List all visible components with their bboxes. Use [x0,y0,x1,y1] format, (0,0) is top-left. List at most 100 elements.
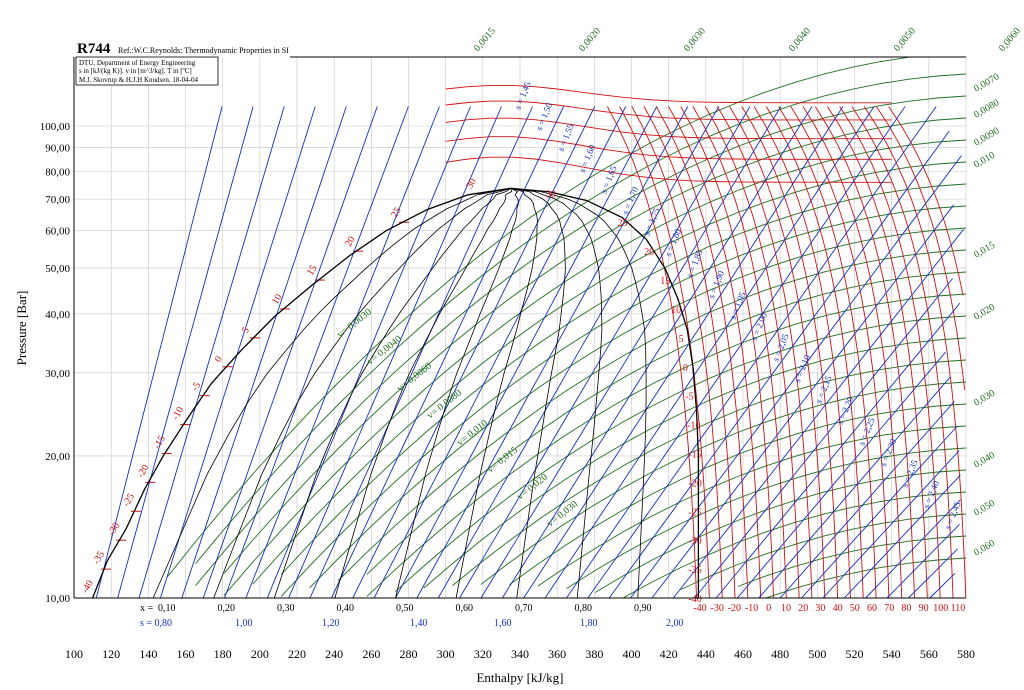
temperature-label: 70 [884,603,894,614]
isentrope-line [437,106,720,599]
isochore-line [480,381,967,585]
temperature-label: 20 [798,603,808,614]
chart-header: R744 Ref.:W.C.Reynolds: Thermodynamic Pr… [75,41,289,86]
x-tick-label: 520 [846,647,864,661]
isotherm-line [631,106,723,599]
header-info-line: DTU, Department of Energy Engineering [79,59,196,67]
isentrope-line [566,106,906,599]
isentrope-line [395,106,658,599]
isochore-line [337,249,967,581]
isochore-line [394,315,967,592]
y-tick-label: 100,00 [40,121,71,133]
temperature-label: 50 [850,603,860,614]
isochore-line [623,491,967,598]
quality-prefix: x = [140,603,154,614]
isentrope-line [715,302,961,599]
saturation-dome [91,187,700,599]
isotherm-line [680,106,774,599]
isentrope-line [801,425,958,599]
isotherm-label: -40 [688,594,701,605]
isentrope-lines [95,106,964,599]
x-tick-label: 340 [511,647,529,661]
isochore-line [594,469,967,593]
isotherm-label: -30 [688,536,701,547]
isotherm-label: 0 [213,354,225,364]
isotherm-line [643,106,736,599]
entropy-label: s = 0,80 [140,618,172,629]
isentrope-line [929,573,956,599]
x-tick-label: 200 [251,647,269,661]
isochore-line [423,337,967,589]
isentrope-line [138,106,285,599]
quality-line [510,187,603,599]
y-tick-label: 80,00 [45,167,70,179]
header-info-line: s in [kJ/(kg K)]. v in [m^3/kg]. T in [º… [79,67,192,75]
isochore-line [766,557,967,599]
isotherm-label: 15 [660,276,670,287]
x-tick-label: 380 [585,647,603,661]
isentrope-line [245,106,440,599]
isentrope-line [416,106,689,599]
quality-label: 0,10 [158,603,176,614]
quality-axis-labels: x = 0,10 0,20 0,30 0,40 0,50 0,60 0,70 0,80 0,90 [140,603,652,614]
isotherm-label: 25 [618,218,628,229]
entropy-label: 1,40 [410,618,428,629]
isotherm-line [445,100,892,121]
isotherm-label: -25 [688,507,701,518]
isochore-line [566,447,967,589]
isentrope-line [181,106,347,599]
temperature-label: -40 [693,603,706,614]
quality-label: 0,60 [456,603,474,614]
isentrope-line [501,106,813,599]
isotherm-label: 5 [240,326,252,336]
x-tick-label: 120 [102,647,120,661]
quality-label: 0,80 [575,603,593,614]
x-tick-label: 540 [883,647,901,661]
isotherm-line [876,106,966,391]
x-tick-label: 440 [697,647,715,661]
temperature-label: 80 [901,603,911,614]
isotherm-label: -20 [688,478,701,489]
y-tick-label: 20,00 [45,451,70,463]
isentrope-line [330,106,565,599]
y-tick-label: 50,00 [45,263,70,275]
isotherm-label: -10 [687,421,700,432]
x-tick-label: 320 [474,647,492,661]
temperature-label: 110 [951,603,966,614]
isotherm-label: 10 [270,292,285,306]
x-tick-label: 360 [548,647,566,661]
x-tick-label: 260 [362,647,380,661]
isotherm-label: 30 [546,189,556,200]
isotherm-label: 15 [305,263,320,277]
temperature-label: -30 [711,603,724,614]
temperature-label: -20 [728,603,741,614]
quality-line [510,187,566,599]
isochore-line [452,359,967,586]
y-tick-label: 90,00 [45,143,70,155]
isotherm-line [802,106,903,599]
header-info-line: M.J. Skovrup & H.J.H Knudsen. 18-04-04 [79,76,199,84]
isentrope-line [908,548,959,599]
chart-reference: Ref.:W.C.Reynolds: Thermodynamic Propert… [118,46,289,55]
isotherm-line [445,84,892,104]
y-tick-label: 10,00 [45,593,70,605]
isentrope-line [373,106,627,599]
temperature-label: 40 [833,603,843,614]
isochore-line [537,425,967,587]
temperature-label: 90 [919,603,929,614]
y-axis-title: Pressure [Bar] [14,291,29,366]
isentrope-line [737,351,946,599]
isotherm-line [814,106,915,599]
isotherm-line [790,106,890,599]
isentrope-line [544,106,875,599]
y-tick-labels: 10,00 20,00 30,00 40,00 50,00 60,00 70,00 80,00… [40,121,71,605]
isentrope-line [459,106,751,599]
isotherm-label: 30 [464,177,479,191]
quality-line [395,187,519,599]
isentrope-line [202,106,378,599]
isentrope-line [608,130,950,599]
isotherm-line [717,106,813,599]
isentrope-line [159,106,316,599]
x-tick-label: 180 [214,647,232,661]
